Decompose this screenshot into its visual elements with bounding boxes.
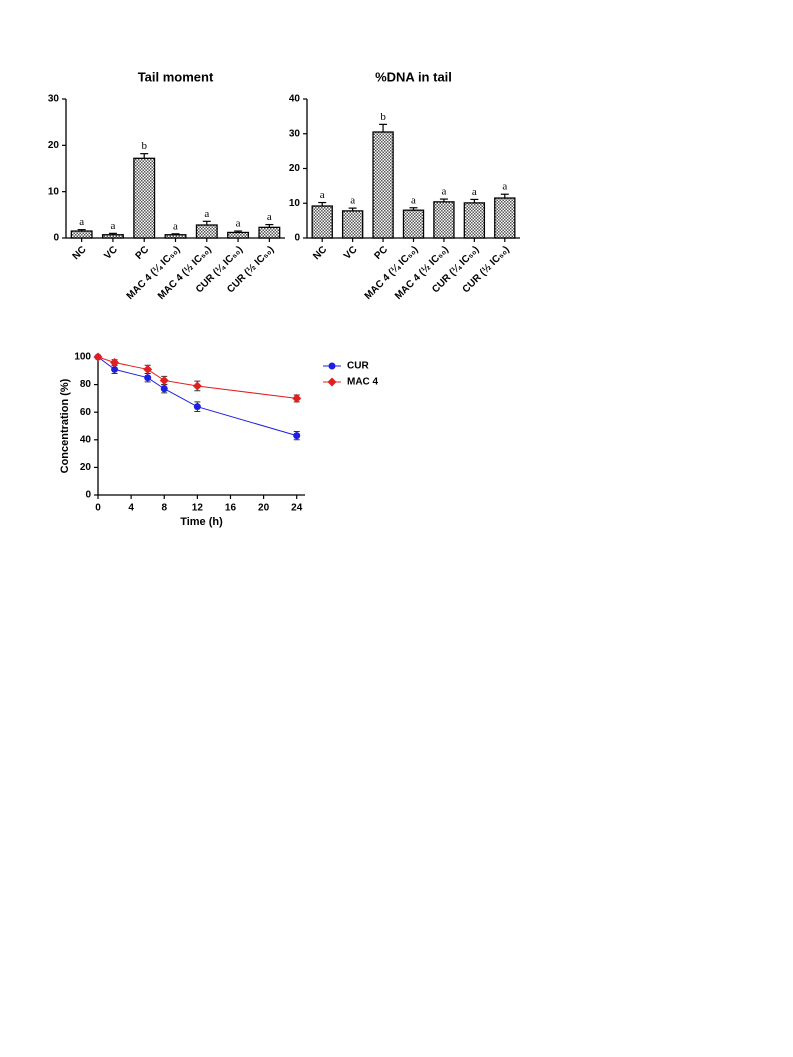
chart-title: Tail moment xyxy=(138,69,214,84)
bar xyxy=(372,131,394,239)
bar-annotation: b xyxy=(141,140,147,152)
bar-annotation: a xyxy=(204,208,209,220)
y-tick-label: 30 xyxy=(48,94,60,105)
y-tick-label: 40 xyxy=(80,434,92,445)
bar xyxy=(341,210,364,239)
x-tick-label: PC xyxy=(372,244,390,262)
bar-annotation: a xyxy=(320,189,325,201)
bar-annotation: a xyxy=(350,195,355,207)
point xyxy=(292,393,302,403)
y-tick-label: 40 xyxy=(289,94,301,105)
x-tick-label: MAC 4 (½ IC₅₀) xyxy=(156,244,214,302)
x-tick-label: NC xyxy=(71,244,89,262)
y-tick-label: 60 xyxy=(80,407,92,418)
y-tick-label: 80 xyxy=(80,379,92,390)
x-tick-label: 24 xyxy=(291,503,303,514)
x-axis-label: Time (h) xyxy=(180,516,223,528)
legend-label: MAC 4 xyxy=(347,377,379,388)
y-tick-label: 20 xyxy=(80,462,92,473)
bar xyxy=(311,205,333,239)
point xyxy=(193,403,201,411)
x-tick-label: 12 xyxy=(192,503,204,514)
y-tick-label: 20 xyxy=(48,140,60,151)
legend-label: CUR xyxy=(347,361,369,372)
bar-annotation: a xyxy=(236,218,241,230)
bar xyxy=(494,197,516,239)
x-tick-label: 4 xyxy=(128,503,134,514)
y-tick-label: 0 xyxy=(294,233,300,244)
point xyxy=(159,375,169,385)
bar xyxy=(227,231,250,239)
x-tick-label: 0 xyxy=(95,503,101,514)
y-tick-label: 0 xyxy=(85,490,91,501)
bar-annotation: a xyxy=(173,220,178,232)
x-tick-label: 16 xyxy=(225,503,237,514)
bar-annotation: a xyxy=(110,220,115,232)
bar xyxy=(164,234,187,239)
bar xyxy=(101,234,124,239)
point xyxy=(93,352,103,362)
point xyxy=(160,385,168,393)
bar-annotation: a xyxy=(441,186,446,198)
y-tick-label: 20 xyxy=(289,163,301,174)
y-tick-label: 10 xyxy=(289,198,301,209)
x-tick-label: VC xyxy=(342,244,360,262)
point xyxy=(111,365,119,373)
bar-annotation: a xyxy=(502,181,507,193)
x-tick-label: 8 xyxy=(161,503,167,514)
bar xyxy=(70,230,93,239)
chart-title: %DNA in tail xyxy=(375,69,452,84)
x-tick-label: 20 xyxy=(258,503,270,514)
x-tick-label: MAC 4 (¼ IC₅₀) xyxy=(125,244,183,302)
bar-annotation: a xyxy=(267,211,272,223)
bar xyxy=(258,226,281,239)
point xyxy=(293,432,301,440)
legend-marker xyxy=(327,377,337,387)
bar xyxy=(433,201,455,239)
point xyxy=(143,364,153,374)
series-line xyxy=(97,356,297,437)
x-tick-label: MAC 4 (¼ IC₅₀) xyxy=(363,244,421,302)
y-tick-label: 100 xyxy=(74,352,91,363)
x-tick-label: NC xyxy=(311,244,329,262)
y-tick-label: 0 xyxy=(53,233,59,244)
bar-annotation: a xyxy=(472,186,477,198)
y-tick-label: 10 xyxy=(48,186,60,197)
bar xyxy=(402,209,425,239)
x-tick-label: MAC 4 (½ IC₅₀) xyxy=(393,244,451,302)
bar-annotation: a xyxy=(79,216,84,228)
point xyxy=(144,374,152,382)
legend-marker xyxy=(328,362,336,370)
point xyxy=(192,381,202,391)
bar xyxy=(133,157,156,239)
series-line xyxy=(97,356,297,399)
bar xyxy=(195,224,218,239)
bar-annotation: b xyxy=(380,111,386,123)
x-tick-label: PC xyxy=(134,244,152,262)
bar-annotation: a xyxy=(411,194,416,206)
x-tick-label: VC xyxy=(102,244,120,262)
point xyxy=(110,358,120,368)
y-axis-label: Concentration (%) xyxy=(59,378,71,473)
y-tick-label: 30 xyxy=(289,128,301,139)
bar xyxy=(463,202,486,239)
